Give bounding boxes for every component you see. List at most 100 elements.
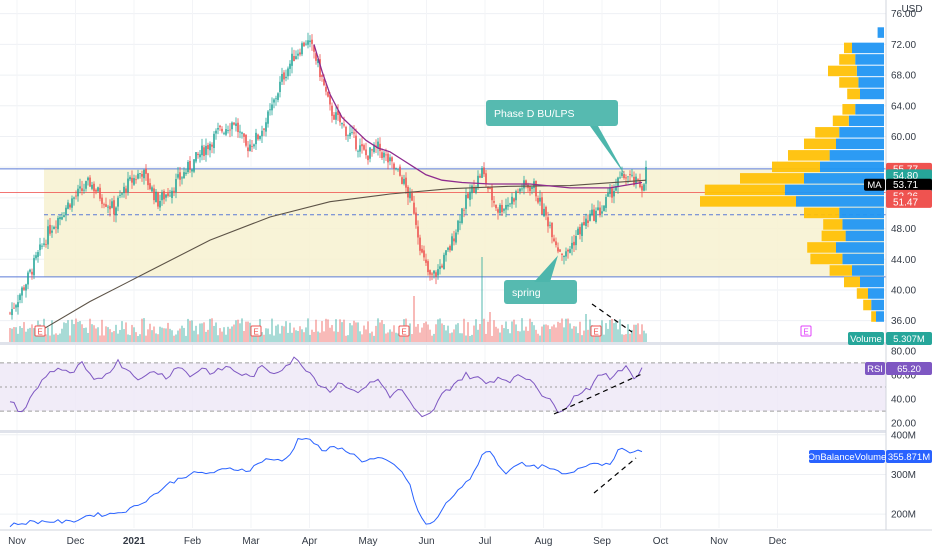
candle-body xyxy=(587,220,589,224)
candle-body xyxy=(335,112,337,120)
volume-bar xyxy=(641,324,643,342)
earnings-marker xyxy=(34,325,46,337)
candle-body xyxy=(255,132,257,145)
candle-body xyxy=(195,152,197,162)
volume-bar xyxy=(495,326,497,342)
candle-body xyxy=(119,194,121,196)
candle-body xyxy=(15,305,17,308)
moving-average-slow-line xyxy=(37,179,647,333)
volume-bar xyxy=(621,334,623,342)
volume-bar xyxy=(307,318,309,342)
volume-bar xyxy=(227,326,229,342)
candle-body xyxy=(301,43,303,55)
phase-d-callout-pointer xyxy=(590,126,626,177)
candle-body xyxy=(43,243,45,245)
volume-profile-bar-up xyxy=(877,27,884,38)
candle-body xyxy=(103,204,105,206)
volume-bar xyxy=(105,326,107,342)
candle-body xyxy=(497,209,499,213)
candle-body xyxy=(393,163,395,169)
volume-bar xyxy=(73,324,75,342)
volume-bar xyxy=(17,333,19,342)
price-axis[interactable]: USD 76.0072.0068.0064.0060.0056.0052.004… xyxy=(864,0,932,530)
volume-bar xyxy=(509,333,511,342)
volume-bar xyxy=(13,327,15,342)
volume-profile-bar-down xyxy=(810,253,843,265)
volume-profile-bar-down xyxy=(832,115,849,127)
candle-body xyxy=(499,204,501,214)
price-pane[interactable]: Phase D BU/LPS spring E E E E E xyxy=(0,0,886,528)
candle-body xyxy=(379,143,381,152)
candle-body xyxy=(45,244,47,245)
candle-body xyxy=(93,183,95,192)
volume-bar xyxy=(23,322,25,342)
candle-body xyxy=(17,302,19,308)
price-axis-tick: 48.00 xyxy=(891,224,916,235)
candle-body xyxy=(41,245,43,247)
candle-body xyxy=(241,132,243,134)
volume-bar xyxy=(65,323,67,342)
volume-value-badge xyxy=(886,332,932,345)
volume-bar xyxy=(111,332,113,342)
candle-body xyxy=(167,193,169,196)
candle-body xyxy=(561,253,563,255)
volume-bar xyxy=(265,328,267,342)
volume-bar xyxy=(485,333,487,342)
volume-bar xyxy=(69,335,71,342)
candle-body xyxy=(599,207,601,215)
volume-profile-bar-down xyxy=(821,230,846,242)
candle-body xyxy=(251,146,253,148)
volume-bar xyxy=(287,332,289,342)
volume-bar xyxy=(367,321,369,342)
candle-body xyxy=(491,187,493,201)
volume-bar xyxy=(53,334,55,342)
volume-bar xyxy=(27,328,29,342)
annotations[interactable]: Phase D BU/LPS spring xyxy=(486,100,633,333)
candle-body xyxy=(639,180,641,188)
candle-body xyxy=(545,206,547,216)
volume-bar xyxy=(199,323,201,342)
candle-body xyxy=(631,174,633,176)
candle-body xyxy=(257,134,259,140)
time-axis[interactable]: Nov Dec 2021 Feb Mar Apr May Jun Jul Aug Sep Oct Nov… xyxy=(0,529,932,550)
candle-body xyxy=(135,179,137,181)
candle-body xyxy=(171,190,173,198)
volume-bar xyxy=(315,319,317,342)
obv-pane[interactable] xyxy=(0,430,932,528)
candle-body xyxy=(371,149,373,151)
volume-profile-bar-down xyxy=(839,77,859,88)
volume-bar xyxy=(491,335,493,342)
candle-body xyxy=(277,93,279,100)
candle-body xyxy=(261,130,263,137)
candle-body xyxy=(443,254,445,270)
volume-profile-bar-down xyxy=(704,184,785,196)
volume-bar xyxy=(507,329,509,342)
rsi-pane[interactable] xyxy=(0,342,932,418)
candle-body xyxy=(595,210,597,223)
candle-body xyxy=(625,177,627,179)
time-axis-label: Aug xyxy=(535,536,553,547)
candle-body xyxy=(409,192,411,199)
candle-body xyxy=(35,255,37,259)
volume-bar xyxy=(261,332,263,342)
candle-body xyxy=(611,188,613,198)
volume-bar xyxy=(423,323,425,342)
earnings-marker xyxy=(250,325,262,337)
volume-bar xyxy=(291,332,293,342)
volume-divergence-line xyxy=(591,303,633,333)
candle-body xyxy=(229,129,231,131)
volume-bar xyxy=(165,328,167,342)
candle-body xyxy=(123,186,125,194)
candle-body xyxy=(133,178,135,185)
volume-bar xyxy=(263,334,265,342)
time-axis-label: Dec xyxy=(67,536,85,547)
volume-profile-bar-up xyxy=(836,138,884,150)
volume-bar xyxy=(525,326,527,342)
volume-bar xyxy=(337,331,339,342)
volume-bar xyxy=(191,320,193,342)
candle-body xyxy=(541,197,543,215)
candle-body xyxy=(269,109,271,111)
volume-profile-bar-up xyxy=(860,276,884,288)
volume-profile-bar-down xyxy=(815,127,840,138)
